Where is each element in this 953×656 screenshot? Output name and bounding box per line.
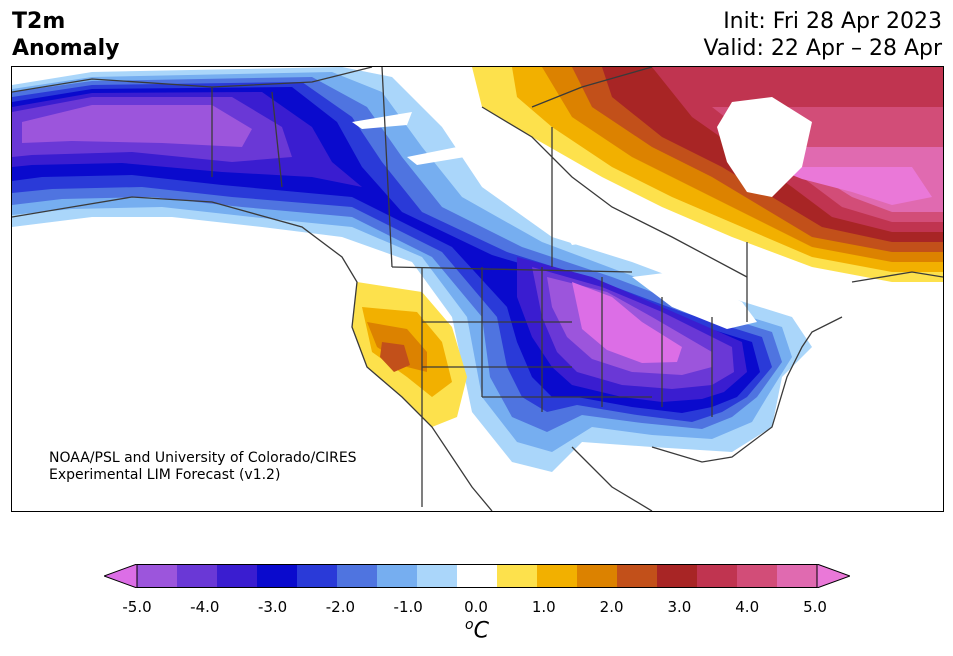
colorbar-segment [257,564,298,588]
colorbar-segment [657,564,698,588]
unit-base: C [473,618,489,644]
colorbar-tick-label: 1.0 [531,598,556,616]
unit-degree: o [465,617,474,633]
anomaly-map [11,66,944,512]
unit-label: oC [465,617,489,643]
colorbar-segment [457,564,498,588]
colorbar-segment [217,564,258,588]
colorbar [104,564,850,588]
map-svg [12,67,943,511]
hudson-bay [717,97,812,197]
colorbar-tick-label: -5.0 [122,598,152,616]
colorbar-tick-label: -4.0 [190,598,220,616]
colorbar-extend-low [104,564,138,588]
colorbar-segment [777,564,818,588]
colorbar-border [136,564,818,588]
canada-lakes-1 [352,112,412,129]
great-lakes [632,272,757,329]
colorbar-segment [297,564,338,588]
colorbar-segment [177,564,218,588]
colorbar-tick-label: 3.0 [667,598,692,616]
colorbar-tick-label: 5.0 [803,598,827,616]
borders [12,67,943,511]
chart-title: T2m Anomaly [12,8,119,62]
title-line-2: Anomaly [12,36,120,61]
colorbar-segment [577,564,618,588]
date-info: Init: Fri 28 Apr 2023 Valid: 22 Apr – 28… [704,8,943,62]
colorbar-segment [497,564,538,588]
colorbar-tick-label: 0.0 [464,598,488,616]
colorbar-segment [697,564,738,588]
colorbar-segment [417,564,458,588]
colorbar-segment [617,564,658,588]
colorbar-segment [377,564,418,588]
credit-text: NOAA/PSL and University of Colorado/CIRE… [49,450,357,484]
canada-lakes-2 [407,142,482,165]
colorbar-tick-label: -1.0 [393,598,423,616]
cold-band-8 [22,105,252,147]
sw-warm-core [380,342,410,372]
init-date: Init: Fri 28 Apr 2023 [723,9,942,34]
cold-core [572,282,682,363]
colorbar-tick-label: 4.0 [735,598,760,616]
credit-line-1: NOAA/PSL and University of Colorado/CIRE… [49,450,357,466]
title-line-1: T2m [12,9,66,34]
colorbar-segment [337,564,378,588]
colorbar-tick-label: 2.0 [599,598,624,616]
colorbar-tick-label: -3.0 [257,598,288,616]
credit-line-2: Experimental LIM Forecast (v1.2) [49,467,281,483]
colorbar-extend-high [816,564,850,588]
warm-core [772,167,932,205]
colorbar-segment [137,564,178,588]
canada-lakes-3 [557,222,592,245]
valid-range: Valid: 22 Apr – 28 Apr [703,36,943,61]
colorbar-segment [537,564,578,588]
colorbar-segment [737,564,778,588]
colorbar-tick-label: -2.0 [325,598,356,616]
